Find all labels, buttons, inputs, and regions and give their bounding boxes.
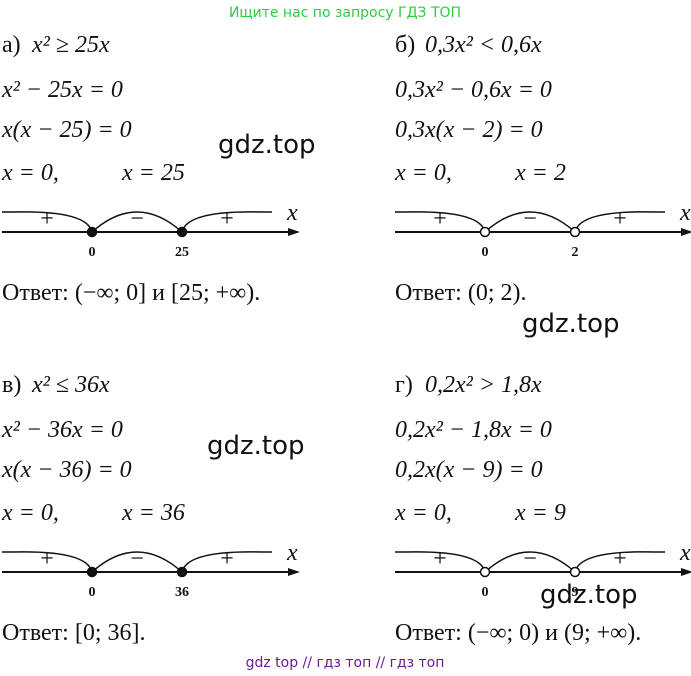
root-point — [176, 566, 188, 578]
sign-arc — [91, 551, 183, 573]
sign: + — [613, 546, 627, 572]
step: x² − 25x = 0 — [1, 77, 123, 103]
watermark: gdz.top — [218, 130, 316, 160]
point-label: 0 — [482, 245, 489, 260]
root: x = 0, — [394, 160, 452, 186]
sign-arc — [484, 211, 576, 233]
root: x = 9 — [514, 500, 566, 526]
watermark: gdz.top — [522, 309, 620, 339]
problem-label: б) — [395, 32, 415, 58]
step: 0,2x² − 1,8x = 0 — [395, 417, 552, 443]
footer: gdz top // гдз топ // гдз топ — [246, 655, 445, 671]
watermark: gdz.top — [207, 431, 305, 461]
watermark: gdz.top — [540, 580, 638, 610]
point-label: 0 — [89, 585, 96, 600]
step: 0,3x² − 0,6x = 0 — [395, 77, 552, 103]
arrow — [681, 228, 691, 236]
axis-label: x — [679, 540, 691, 566]
sign-arc — [2, 211, 93, 233]
task: 0,2x² > 1,8x — [425, 372, 542, 398]
problem-label: в) — [2, 372, 21, 398]
root: x = 36 — [121, 500, 185, 526]
sign-arc — [574, 551, 665, 573]
root-point — [176, 226, 188, 238]
arrow — [288, 568, 300, 576]
root: x = 0, — [1, 160, 59, 186]
root: x = 0, — [394, 500, 452, 526]
task: 0,3x² < 0,6x — [425, 32, 542, 58]
sign: − — [130, 206, 144, 232]
sign-arc — [484, 551, 576, 573]
root: x = 25 — [121, 160, 185, 186]
point-label: 0 — [482, 585, 489, 600]
sign: + — [613, 206, 627, 232]
root-point — [569, 566, 581, 578]
root-point — [479, 566, 491, 578]
point-label: 36 — [175, 585, 189, 600]
problem-label: а) — [2, 32, 21, 58]
point-label: 9 — [572, 585, 579, 600]
root: x = 2 — [514, 160, 566, 186]
answer: Ответ: (−∞; 0] и [25; +∞). — [2, 280, 260, 306]
point-label: 0 — [89, 245, 96, 260]
sign-arc — [2, 551, 93, 573]
sign: + — [220, 206, 234, 232]
step: 0,3x(x − 2) = 0 — [395, 117, 543, 143]
sign-arc — [91, 211, 183, 233]
answer: Ответ: [0; 36]. — [2, 620, 145, 646]
answer: Ответ: (−∞; 0) и (9; +∞). — [395, 620, 641, 646]
axis-label: x — [286, 200, 298, 226]
task: x² ≥ 25x — [31, 32, 110, 58]
header: Ищите нас по запросу ГДЗ ТОП — [229, 5, 461, 21]
sign-arc — [574, 211, 665, 233]
sign-arc — [181, 211, 272, 233]
step: x(x − 25) = 0 — [1, 117, 132, 143]
sign: + — [433, 206, 447, 232]
step: x(x − 36) = 0 — [1, 457, 132, 483]
sign-arc — [395, 211, 486, 233]
root-point — [86, 226, 98, 238]
point-label: 25 — [175, 245, 189, 260]
arrow — [288, 228, 300, 236]
sign: − — [523, 546, 537, 572]
axis-label: x — [286, 540, 298, 566]
sign: + — [433, 546, 447, 572]
sign-arc — [181, 551, 272, 573]
answer: Ответ: (0; 2). — [395, 280, 526, 306]
root: x = 0, — [1, 500, 59, 526]
root-point — [479, 226, 491, 238]
sign: − — [130, 546, 144, 572]
step: x² − 36x = 0 — [1, 417, 123, 443]
step: 0,2x(x − 9) = 0 — [395, 457, 543, 483]
point-label: 2 — [572, 245, 579, 260]
sign: − — [523, 206, 537, 232]
task: x² ≤ 36x — [31, 372, 110, 398]
root-point — [86, 566, 98, 578]
sign-arc — [395, 551, 486, 573]
sign: + — [40, 206, 54, 232]
axis-label: x — [679, 200, 691, 226]
sign: + — [40, 546, 54, 572]
arrow — [681, 568, 691, 576]
problem-label: г) — [395, 372, 413, 398]
sign: + — [220, 546, 234, 572]
root-point — [569, 226, 581, 238]
